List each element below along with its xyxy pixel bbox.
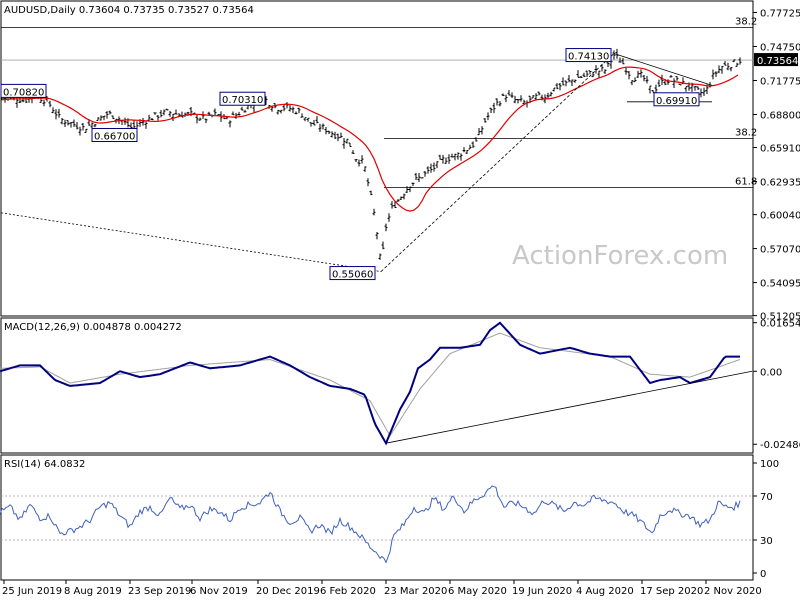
macd-axis: 0.01654 0.00 -0.02486 [753,319,800,451]
time-tick-label: 23 Sep 2019 [128,586,191,597]
rsi-axis: 100 70 30 0 [753,459,779,580]
time-tick-label: 2 Nov 2020 [704,586,762,597]
time-tick-label: 25 Jun 2019 [2,586,62,597]
price-tick-label: 0.77725 [760,8,800,19]
rsi-tick-label: 30 [760,536,773,547]
macd-panel [0,317,754,454]
time-tick-label: 19 Jun 2020 [512,586,572,597]
price-annotation-box [219,91,266,106]
price-tick-label: 0.74750 [760,42,800,53]
rsi-panel [0,454,754,581]
time-tick-label: 20 Dec 2019 [256,586,320,597]
price-annotation-box [565,48,612,63]
price-tick-label: 0.51205 [760,312,800,323]
price-tick-label: 0.62935 [760,178,800,189]
symbol-title: AUDUSD,Daily 0.73604 0.73735 0.73527 0.7… [4,5,254,16]
time-tick-label: 4 Aug 2020 [576,586,634,597]
watermark: ActionForex.com [512,241,728,271]
macd-line [0,321,740,446]
price-annotation-label: 0.70310 [222,95,263,106]
time-tick-label: 6 Feb 2020 [320,586,376,597]
last-price-label: 0.73564 [757,56,798,67]
macd-title: MACD(12,26,9) 0.004878 0.004272 [4,322,182,333]
rsi-series [0,485,753,564]
price-annotation-label: 0.55060 [332,270,373,281]
price-tick-label: 0.71775 [760,76,800,87]
macd-series [0,321,753,446]
price-tick-label: 0.65910 [760,144,800,155]
price-series [0,48,742,272]
moving-average-line [1,66,739,212]
macd-trendline [385,370,753,444]
rsi-tick-label: 70 [760,492,773,503]
retracement-label-top: 38.2 [735,17,757,28]
price-axis: 0.77725 0.74750 0.71775 0.68800 0.65910 0.629… [753,8,800,323]
rsi-tick-label: 0 [760,569,766,580]
price-tick-label: 0.57070 [760,245,800,256]
time-tick-label: 6 Nov 2019 [190,586,248,597]
price-tick-label: 0.68800 [760,110,800,121]
price-tick-label: 0.60040 [760,211,800,222]
retracement-label-mid: 38.2 [735,127,757,138]
trendline-dotted [0,212,382,272]
price-annotation-label: 0.69910 [656,96,697,107]
macd-tick-label: 0.01654 [760,319,800,330]
price-annotation-box [329,266,376,281]
time-tick-label: 8 Aug 2019 [64,586,122,597]
price-tick-label: 0.54095 [760,279,800,290]
price-annotation-label: 0.74130 [568,52,609,63]
trendline-resistance [613,53,713,86]
price-annotation-box [91,127,138,142]
macd-tick-label: 0.00 [760,367,782,378]
trendline-dashed [380,53,615,272]
price-annotation-box [653,92,700,107]
rsi-line [0,485,741,564]
time-tick-label: 17 Sep 2020 [640,586,703,597]
price-panel [0,0,754,317]
time-tick-label: 6 May 2020 [448,586,507,597]
rsi-title: RSI(14) 64.0832 [4,459,85,470]
macd-tick-label: -0.02486 [760,440,800,451]
price-annotation-box [0,83,47,98]
price-annotation-label: 0.66700 [94,131,135,142]
rsi-tick-label: 100 [760,459,779,470]
last-price-box [754,53,798,67]
retracement-label-low: 61.8 [735,177,757,188]
price-annotation-label: 0.70820 [3,87,44,98]
macd-signal-line [0,332,741,437]
time-tick-label: 23 Mar 2020 [384,586,447,597]
